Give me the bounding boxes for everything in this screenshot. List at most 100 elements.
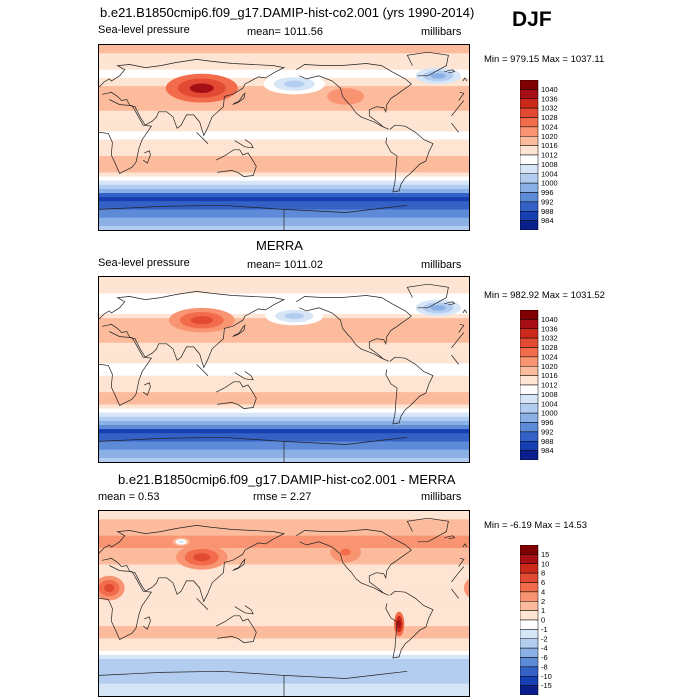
field-feature [190, 316, 213, 325]
coastline [234, 371, 254, 381]
colorbar-swatch [519, 173, 539, 184]
colorbar-swatch [519, 563, 539, 574]
field-band [99, 601, 469, 607]
field-band [99, 523, 469, 529]
field-band [99, 404, 469, 410]
field-feature [284, 312, 304, 320]
field-band [99, 277, 469, 282]
field-band [99, 135, 469, 141]
colorbar-label: 1032 [541, 334, 558, 343]
field-feature [284, 80, 305, 88]
colorbar-swatch [519, 126, 539, 137]
colorbar-label: 1036 [541, 94, 558, 103]
field-band [99, 416, 469, 422]
field-band [99, 172, 469, 178]
field-band [99, 560, 469, 566]
field-band [99, 49, 469, 54]
field-band [99, 572, 469, 578]
colorbar-swatch [519, 619, 539, 630]
coastline [99, 525, 286, 603]
colorbar-label: 8 [541, 569, 545, 578]
field-band [99, 548, 469, 553]
colorbar-label: 984 [541, 446, 554, 455]
coastline [458, 323, 465, 333]
field-band [99, 123, 469, 128]
colorbar-label: 992 [541, 427, 554, 436]
field-band [99, 289, 469, 295]
field-band [99, 193, 469, 198]
coastline [196, 132, 209, 144]
field-band [99, 388, 469, 393]
colorbar-swatch [519, 384, 539, 395]
colorbar-label: 1020 [541, 132, 558, 141]
coastline [451, 588, 459, 599]
coastline [406, 51, 449, 77]
colorbar-label: 1040 [541, 85, 558, 94]
field-band [99, 646, 469, 652]
colorbar-swatch [519, 544, 539, 555]
field-feature [463, 578, 469, 598]
panel3-colorbar: 15 10 8 6 4 2 1 0 -1 -2 -4 -6 -8 -10 -15 [519, 544, 580, 696]
field-band [99, 45, 469, 50]
field-band [99, 363, 469, 369]
field-band [99, 281, 469, 286]
coastline [451, 354, 459, 365]
coastline [234, 139, 254, 149]
colorbar-swatch [519, 309, 539, 320]
field-band [99, 359, 469, 364]
field-feature [178, 540, 184, 544]
colorbar-label: 992 [541, 197, 554, 206]
field-band [99, 638, 469, 644]
colorbar-swatch [519, 591, 539, 602]
field-band [99, 671, 469, 677]
coastline [99, 291, 286, 369]
colorbar-swatch [519, 572, 539, 583]
field-feature [189, 83, 214, 93]
colorbar-label: 1016 [541, 141, 558, 150]
field-band [99, 539, 469, 545]
field-band [99, 650, 469, 656]
coastline [462, 309, 468, 314]
panel3-rmse-label: rmse = 2.27 [253, 491, 312, 503]
field-band [99, 301, 469, 307]
panel1-variable-label: Sea-level pressure [98, 24, 190, 36]
colorbar-swatch [519, 412, 539, 423]
coastline [99, 436, 285, 462]
field-band [99, 400, 469, 406]
panel2-title: MERRA [256, 238, 303, 253]
field-band [99, 114, 469, 120]
field-band [99, 119, 469, 124]
coastline [296, 295, 412, 362]
coastline [99, 204, 285, 230]
coastline [444, 69, 456, 74]
field-band [99, 98, 469, 104]
colorbar-label: -10 [541, 672, 552, 681]
colorbar-label: 4 [541, 587, 545, 596]
coastline [385, 590, 434, 659]
field-band [99, 515, 469, 520]
field-band [99, 326, 469, 332]
field-feature [397, 619, 401, 629]
colorbar-swatch [519, 666, 539, 677]
colorbar-label: 1004 [541, 169, 558, 178]
colorbar-label: 1008 [541, 160, 558, 169]
colorbar-label: 1032 [541, 104, 558, 113]
coastline [385, 124, 434, 193]
colorbar-swatch [519, 164, 539, 174]
field-band [99, 180, 469, 186]
field-band [99, 589, 469, 594]
field-band [99, 429, 469, 434]
panel3-title: b.e21.B1850cmip6.f09_g17.DAMIP-hist-co2.… [118, 472, 456, 487]
panel1-colorbar: 1040 1036 1032 1028 1024 1020 1016 1012 1008 1004… [519, 79, 580, 231]
colorbar-label: -1 [541, 625, 548, 634]
colorbar-label: 2 [541, 597, 545, 606]
coastline [451, 566, 465, 583]
panel3-minmax: Min = -6.19 Max = 14.53 [484, 520, 587, 531]
colorbar-swatch [519, 422, 539, 433]
field-band [99, 131, 469, 137]
field-band [99, 593, 469, 598]
colorbar-label: 0 [541, 616, 545, 625]
colorbar-swatch [519, 375, 539, 386]
panel2-units-label: millibars [421, 259, 462, 271]
field-feature [430, 73, 446, 79]
